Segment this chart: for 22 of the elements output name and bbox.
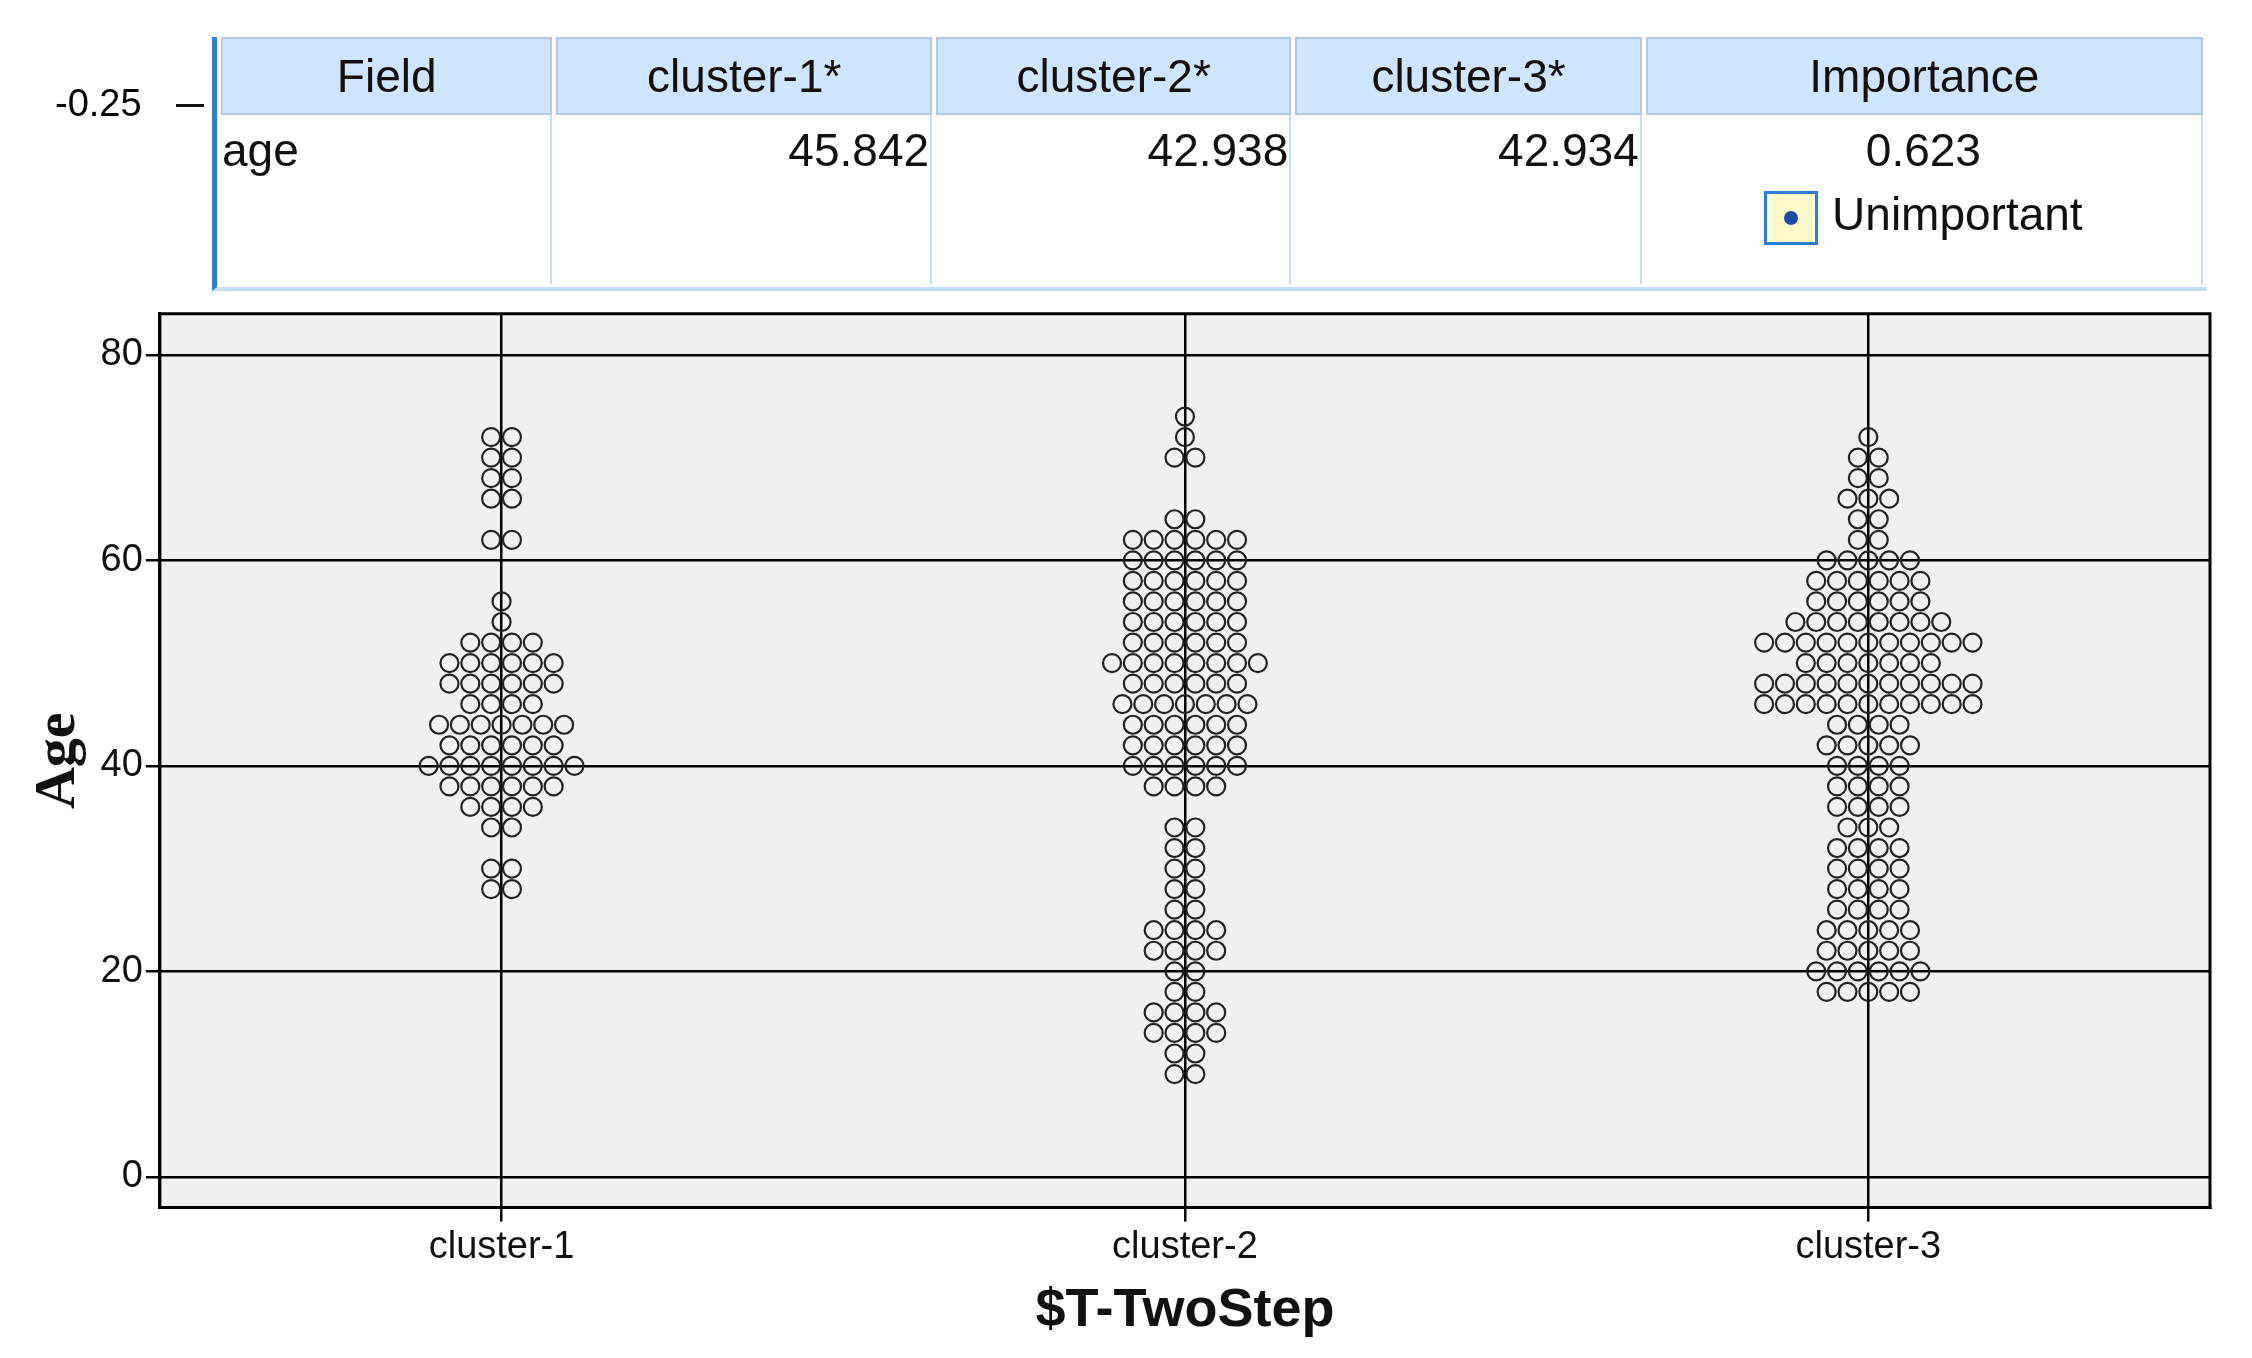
text: -0.25 xyxy=(55,82,142,125)
y-axis-title: Age xyxy=(21,712,87,810)
text: cluster-2* xyxy=(936,37,1292,115)
text: 42.934 xyxy=(1295,115,1642,284)
x-tick-label: cluster-3 xyxy=(1795,1223,1942,1266)
x-tick-label: cluster-1 xyxy=(428,1223,575,1266)
text: Importance xyxy=(1645,37,2203,115)
y-tick-label: 40 xyxy=(100,742,143,785)
text: Unimportant xyxy=(1832,188,2083,240)
text: Field xyxy=(221,37,553,115)
x-tick-label: cluster-2 xyxy=(1112,1223,1258,1266)
y-tick-label: 20 xyxy=(100,947,143,990)
text: age xyxy=(221,115,553,284)
y-tick-label: 80 xyxy=(100,331,143,374)
text: 45.842 xyxy=(556,115,933,284)
text: cluster-1* xyxy=(556,37,933,115)
x-axis-title: $T-TwoStep xyxy=(1035,1277,1335,1338)
text: cluster-3* xyxy=(1295,37,1642,115)
y-tick-label: 0 xyxy=(121,1153,143,1196)
text: 0.623 xyxy=(1865,124,1981,176)
y-tick-label: 60 xyxy=(100,536,143,579)
text: 42.938 xyxy=(936,115,1292,284)
